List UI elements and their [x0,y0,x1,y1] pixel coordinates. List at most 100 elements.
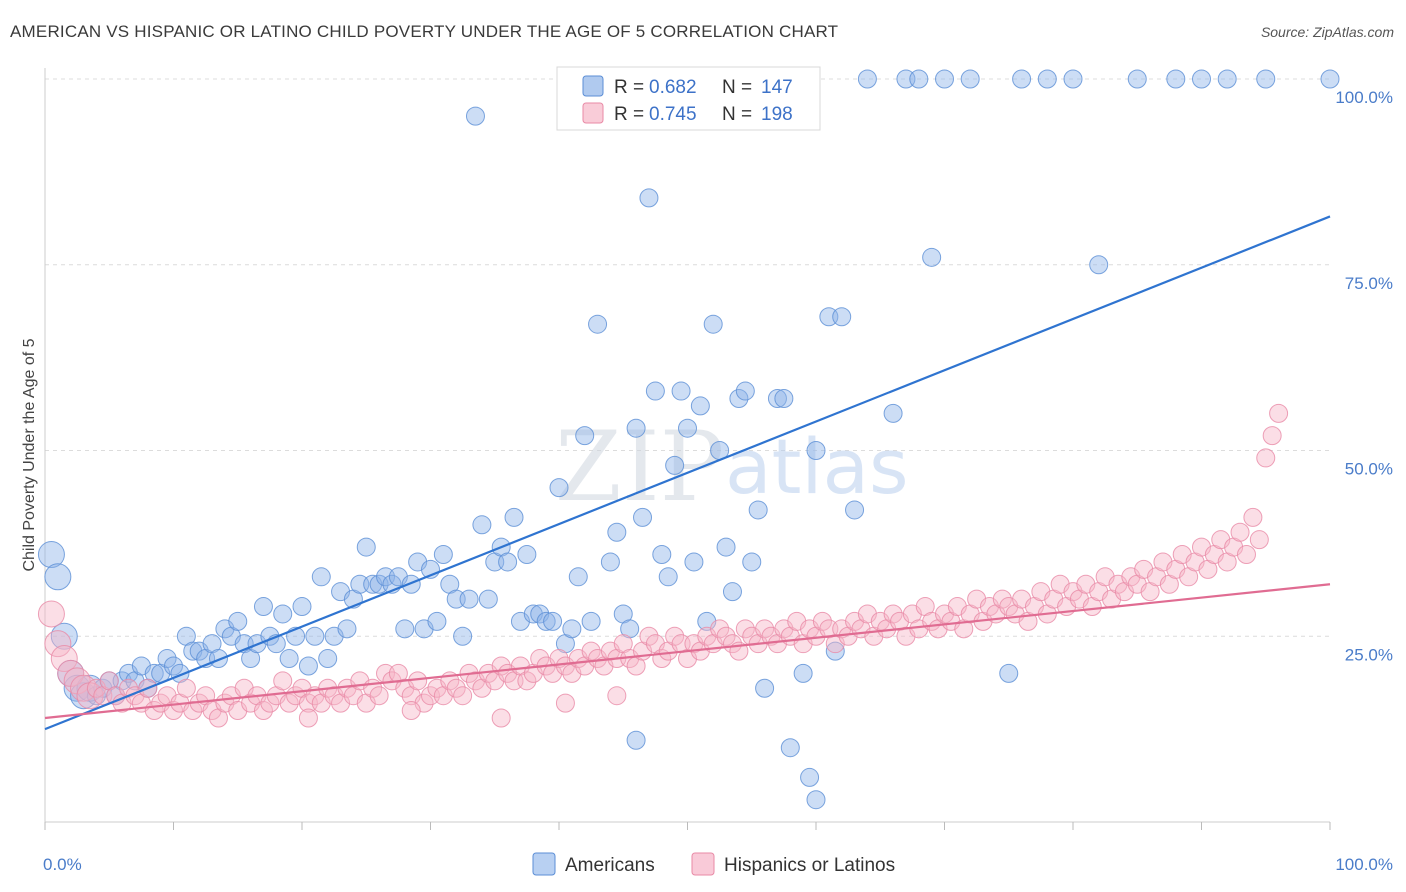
hispanic-point-51 [369,686,389,706]
american-point-82 [575,426,595,446]
legend-r-value-hispanics: 0.745 [649,104,697,125]
american-point-39 [292,597,312,617]
american-point-108 [748,500,768,520]
american-point-127 [999,663,1019,683]
american-point-29 [228,611,248,631]
legend-box: R = 0.682 N = 147 R = 0.745 N = 198 [556,66,821,131]
american-point-136 [1256,69,1276,89]
american-point-97 [678,418,697,438]
american-point-139 [806,790,826,810]
american-point-109 [755,678,775,698]
american-point-125 [935,69,954,89]
american-point-86 [607,522,627,542]
hispanic-point-131 [883,604,903,624]
hispanic-point-120 [812,611,832,631]
american-point-76 [536,611,556,631]
american-point-99 [690,396,710,416]
y-tick-label-2: 75.0% [1345,274,1393,293]
american-point-37 [279,649,299,669]
american-point-64 [453,626,473,646]
american-point-66 [472,515,492,535]
y-axis-label: Child Poverty Under the Age of 5 [21,338,38,571]
hispanic-point-111 [755,619,775,639]
american-point-129 [1037,69,1057,89]
american-point-36 [273,604,293,624]
american-point-91 [639,188,659,208]
american-point-95 [665,455,685,475]
bottom-legend: Americans Hispanics or Latinos [532,852,895,876]
hispanic-point-64 [453,686,473,706]
legend-r-value-americans: 0.682 [649,77,697,98]
data-points [37,69,1340,810]
american-point-61 [433,545,453,565]
y-tick-label-1: 50.0% [1345,460,1393,479]
american-point-71 [504,507,524,527]
american-point-138 [626,730,646,750]
hispanic-trend-line [44,583,1331,720]
american-trend-line [44,215,1331,731]
hispanic-point-12 [119,678,139,698]
american-point-105 [729,388,749,408]
american-point-56 [401,574,421,594]
american-point-41 [305,626,325,646]
american-point-121 [883,403,903,423]
x-tick-labels: 0.0% 100.0% [43,855,1393,874]
american-point-113 [793,663,813,683]
american-point-78 [549,478,569,498]
american-point-73 [517,545,537,565]
american-point-103 [716,537,736,557]
hispanic-point-189 [1256,448,1276,468]
american-point-83 [581,611,601,631]
hispanic-point-97 [665,626,685,646]
american-point-19 [164,656,183,676]
hispanic-point-192 [298,708,318,728]
y-tick-labels: 25.0% 50.0% 75.0% 100.0% [1335,88,1393,664]
legend-n-value-americans: 147 [761,77,793,98]
y-tick-label-3: 100.0% [1335,88,1393,107]
legend-n-label-hispanics: N = [722,104,752,125]
american-point-131 [1089,255,1109,275]
american-point-135 [1217,69,1237,89]
hispanic-point-193 [401,701,421,721]
american-point-49 [356,537,376,557]
american-point-114 [800,767,820,787]
american-point-98 [684,552,704,572]
hispanic-point-148 [992,589,1012,609]
american-point-85 [600,552,620,572]
legend-swatch-hispanics [582,102,604,124]
x-tick-label-0: 0.0% [43,855,82,874]
hispanic-point-185 [1230,522,1250,542]
american-point-115 [806,441,826,460]
american-point-33 [253,597,273,617]
american-point-117 [825,641,845,661]
american-point-106 [735,381,755,401]
american-point-120 [857,69,877,89]
hispanic-point-106 [722,634,742,654]
american-point-81 [568,567,588,587]
legend-r-label-americans: R = [614,77,644,98]
series-americans [37,69,1340,810]
american-point-70 [498,552,518,572]
hispanic-point-186 [1236,545,1256,565]
american-point-123 [909,69,929,89]
legend-swatch-americans [582,75,604,97]
axes [44,68,1331,830]
series-hispanics [37,403,1289,728]
american-point-96 [671,381,691,401]
american-point-26 [208,649,228,669]
hispanic-point-63 [446,678,466,698]
american-point-128 [1012,69,1032,89]
trend-lines [44,215,1331,731]
hispanic-point-108 [735,619,755,639]
hispanic-point-105 [716,626,736,646]
american-point-101 [703,314,723,334]
hispanic-point-33 [253,701,273,721]
chart-source: Source: ZipAtlas.com [1260,24,1394,40]
american-point-126 [960,69,980,89]
american-point-43 [318,649,338,669]
watermark-atlas: atlas [725,422,909,511]
hispanic-point-37 [279,693,299,713]
hispanic-point-196 [607,686,627,706]
american-point-107 [742,552,762,572]
